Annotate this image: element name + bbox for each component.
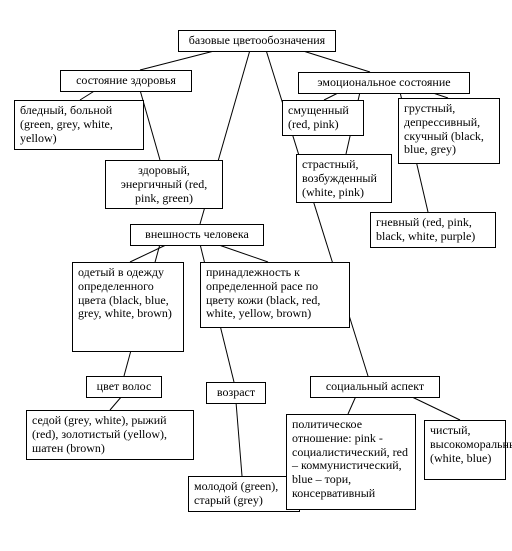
node-label: политическое отношение: pink - социалист…: [292, 417, 408, 500]
node-hair: цвет волос: [86, 376, 162, 398]
node-root: базовые цветообозначения: [178, 30, 336, 52]
node-label: социальный аспект: [326, 379, 424, 393]
node-label: молодой (green), старый (grey): [194, 479, 278, 507]
edge-social-social_pure: [410, 396, 460, 420]
node-label: здоровый, энергичный (red, pink, green): [121, 163, 208, 205]
node-label: грустный, депрессивный, скучный (black, …: [404, 101, 484, 156]
node-label: гневный (red, pink, black, white, purple…: [376, 215, 475, 243]
node-label: одетый в одежду определенного цвета (bla…: [78, 265, 172, 320]
node-label: седой (grey, white), рыжий (red), золоти…: [32, 413, 167, 455]
node-label: чистый, высокоморальный (white, blue): [430, 423, 512, 465]
edge-appear-appear_cloth: [130, 244, 168, 262]
node-label: смущенный (red, pink): [288, 103, 349, 131]
node-emo-angry: гневный (red, pink, black, white, purple…: [370, 212, 496, 248]
node-age-detail: молодой (green), старый (grey): [188, 476, 300, 512]
node-label: состояние здоровья: [76, 73, 176, 87]
node-label: базовые цветообозначения: [189, 33, 325, 47]
diagram-canvas: базовые цветообозначения состояние здоро…: [0, 0, 512, 551]
node-emo-confused: смущенный (red, pink): [282, 100, 364, 136]
node-social: социальный аспект: [310, 376, 440, 398]
edge-social-social_pol: [348, 396, 356, 414]
node-age: возраст: [206, 382, 266, 404]
node-appear-race: принадлежность к определенной расе по цв…: [200, 262, 350, 328]
node-label: принадлежность к определенной расе по цв…: [206, 265, 320, 320]
node-emo-sad: грустный, депрессивный, скучный (black, …: [398, 98, 500, 164]
edge-age-age_det: [236, 402, 242, 476]
node-hair-detail: седой (grey, white), рыжий (red), золоти…: [26, 410, 194, 460]
node-label: возраст: [217, 385, 255, 399]
node-health: состояние здоровья: [60, 70, 192, 92]
edge-root-emo: [300, 50, 370, 72]
node-label: цвет волос: [97, 379, 152, 393]
node-appearance: внешность человека: [130, 224, 264, 246]
node-appear-clothes: одетый в одежду определенного цвета (bla…: [72, 262, 184, 352]
edge-appear-appear_race: [216, 244, 268, 262]
node-emo-passionate: страстный, возбужденный (white, pink): [296, 154, 392, 203]
node-social-political: политическое отношение: pink - социалист…: [286, 414, 416, 510]
node-health-sick: бледный, больной (green, grey, white, ye…: [14, 100, 144, 150]
node-label: эмоциональное состояние: [317, 75, 450, 89]
node-label: страстный, возбужденный (white, pink): [302, 157, 377, 199]
node-label: бледный, больной (green, grey, white, ye…: [20, 103, 113, 145]
edge-hair-hair_det: [110, 396, 122, 410]
node-emotional: эмоциональное состояние: [298, 72, 470, 94]
edge-root-health: [140, 50, 218, 70]
node-label: внешность человека: [145, 227, 249, 241]
node-health-energetic: здоровый, энергичный (red, pink, green): [105, 160, 223, 209]
node-social-pure: чистый, высокоморальный (white, blue): [424, 420, 506, 480]
